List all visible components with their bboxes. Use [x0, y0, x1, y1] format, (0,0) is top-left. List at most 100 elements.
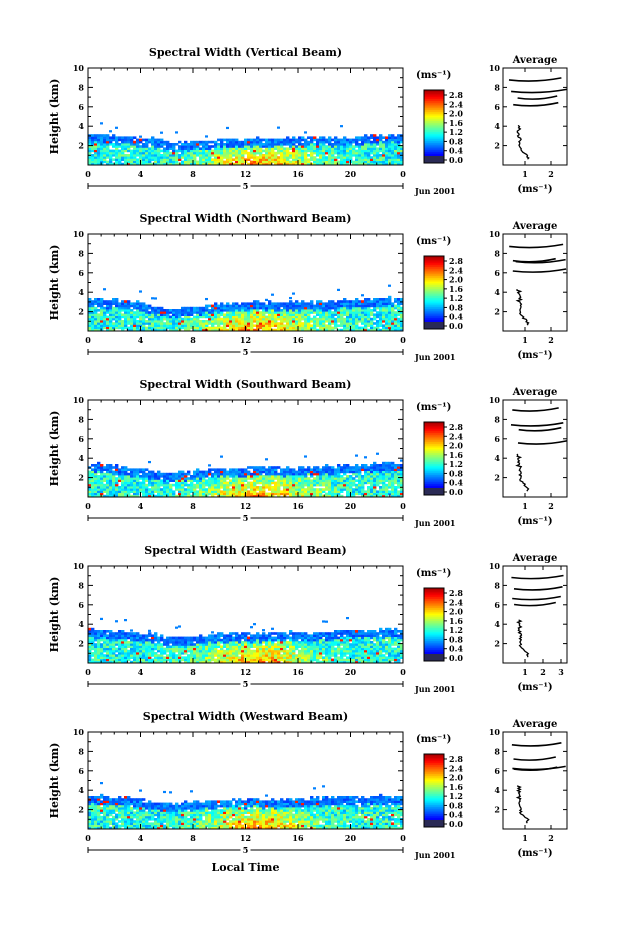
heatmap-cell — [190, 145, 194, 148]
heatmap-cell — [127, 488, 131, 491]
heatmap-cell — [298, 302, 302, 305]
colorbar-segment — [424, 128, 444, 131]
heatmap-cell — [100, 649, 104, 653]
heatmap-cell — [343, 488, 347, 491]
heatmap-cell — [118, 322, 122, 325]
heatmap-cell — [232, 477, 236, 480]
heatmap-cell — [358, 162, 362, 166]
heatmap-cell — [352, 322, 356, 325]
heatmap-cell — [373, 140, 377, 144]
heatmap-cell — [247, 138, 251, 142]
heatmap-cell — [88, 472, 92, 476]
colorbar-segment — [424, 117, 444, 120]
heatmap-cell — [136, 140, 140, 144]
heatmap-cell — [382, 477, 386, 480]
heatmap-cell — [292, 162, 296, 166]
heatmap-cell — [112, 145, 116, 148]
heatmap-cell — [244, 486, 248, 489]
y-tick-label: 8 — [78, 414, 84, 424]
heatmap-cell — [328, 328, 332, 332]
heatmap-cell — [310, 483, 314, 487]
heatmap-cell — [103, 147, 107, 150]
heatmap-cell — [190, 645, 194, 648]
heatmap-cell — [361, 322, 365, 325]
heatmap-cell — [355, 154, 359, 157]
heatmap-cell — [88, 477, 92, 480]
heatmap-cell — [367, 149, 371, 153]
heatmap-cell — [397, 470, 401, 474]
heatmap-cell — [373, 494, 377, 498]
heatmap-cell — [121, 300, 125, 303]
heatmap-cell — [145, 158, 149, 161]
heatmap-cell — [127, 483, 131, 487]
heatmap-cell — [283, 151, 287, 155]
heatmap-cell — [97, 156, 101, 159]
heatmap-cell — [217, 147, 221, 150]
heatmap-cell — [136, 149, 140, 153]
heatmap-cell — [295, 472, 299, 476]
heatmap-cell — [133, 162, 137, 166]
heatmap-cell — [298, 313, 302, 316]
heatmap-cell — [151, 315, 155, 319]
heatmap-cell — [262, 138, 266, 142]
heatmap-cell — [103, 302, 107, 305]
heatmap-cell — [286, 156, 290, 159]
heatmap-cell — [217, 654, 221, 657]
colorbar-segment — [424, 425, 444, 428]
heatmap-cell — [232, 147, 236, 150]
heatmap-cell — [100, 656, 104, 659]
colorbar-segment — [424, 100, 444, 104]
heatmap-cell — [217, 315, 221, 319]
heatmap-cell — [235, 158, 239, 161]
heatmap-cell — [313, 492, 317, 496]
heatmap-cell — [283, 313, 287, 316]
heatmap-cell — [253, 324, 257, 327]
heatmap-cell — [133, 636, 137, 640]
heatmap-cell — [334, 143, 338, 146]
heatmap-cell — [328, 322, 332, 325]
heatmap-cell — [397, 313, 401, 316]
heatmap-cell — [268, 483, 272, 487]
heatmap-cell — [334, 475, 338, 478]
heatmap-cell — [265, 322, 269, 325]
heatmap-cell — [373, 134, 377, 137]
x-tick-label: 0 — [400, 169, 406, 179]
heatmap-cell — [169, 645, 173, 648]
heatmap-cell — [259, 313, 263, 316]
heatmap-cell — [196, 656, 200, 659]
heatmap-cell — [130, 636, 134, 640]
heatmap-cell — [364, 304, 368, 308]
heatmap-cell — [124, 483, 128, 487]
heatmap-cell — [292, 309, 296, 312]
heatmap-cell — [271, 140, 275, 144]
heatmap-cell — [313, 162, 317, 166]
heatmap-cell — [151, 647, 155, 651]
heatmap-cell — [112, 300, 116, 303]
heatmap-cell — [202, 324, 206, 327]
heatmap-cell — [289, 315, 293, 319]
colorbar: (ms⁻¹)2.82.42.01.61.20.80.40.0 — [416, 402, 463, 497]
heatmap-cell — [115, 147, 119, 150]
heatmap-cell — [358, 326, 362, 330]
heatmap-cell — [337, 147, 341, 150]
heatmap-cell — [316, 160, 320, 164]
heatmap-cell — [280, 315, 284, 319]
heatmap-cell — [151, 472, 155, 476]
heatmap-cell — [187, 477, 191, 480]
heatmap-cell — [211, 652, 215, 655]
heatmap-cell — [286, 147, 290, 150]
heatmap-cell — [199, 643, 203, 646]
heatmap-cell — [382, 158, 386, 161]
heatmap-cell — [115, 158, 119, 161]
heatmap-cell — [142, 145, 146, 148]
x-tick-label: 8 — [190, 501, 196, 511]
heatmap-cell — [346, 140, 350, 144]
heatmap-cell — [190, 479, 194, 482]
heatmap-cell — [97, 643, 101, 646]
heatmap-cell — [133, 302, 137, 305]
heatmap-cell — [361, 158, 365, 161]
heatmap-cell — [130, 136, 134, 139]
heatmap-cell — [196, 481, 200, 485]
heatmap-cell — [310, 151, 314, 155]
